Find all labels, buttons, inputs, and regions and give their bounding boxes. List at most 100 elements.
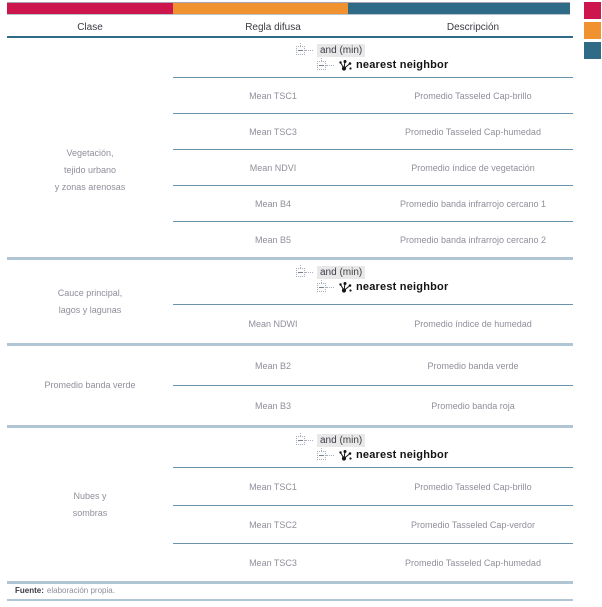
cell-regla-difusa: Mean TSC1	[249, 481, 297, 492]
table-row: Mean TSC3 Promedio Tasseled Cap-humedad	[173, 544, 573, 581]
nearest-neighbor-icon	[339, 449, 352, 461]
class-group: Nubes y sombras and (min)	[7, 428, 573, 584]
legend-swatch-teal	[584, 42, 601, 59]
cell-descripcion: Promedio Tasseled Cap-brillo	[414, 90, 532, 101]
group-rules-column: and (min) nearest neighb	[173, 428, 573, 581]
rule-tree-widget: and (min) nearest neighb	[173, 38, 573, 78]
class-label-line: Nubes y	[73, 490, 107, 501]
nearest-neighbor-icon	[339, 281, 352, 293]
tree-connector-dots	[326, 64, 334, 66]
legend-swatch-crimson	[584, 2, 601, 19]
tree-collapse-icon	[317, 447, 326, 460]
rule-tree-widget: and (min) nearest neighb	[173, 260, 573, 305]
tree-collapse-icon	[296, 42, 305, 55]
color-legend	[584, 2, 601, 62]
class-label-line: tejido urbano	[63, 164, 117, 175]
class-group: Promedio banda verde Mean B2 Promedio ba…	[7, 346, 573, 428]
header-clase: Clase	[77, 22, 103, 33]
tree-node-nearest-neighbor: nearest neighbor	[317, 279, 573, 295]
class-label-line: y zonas arenosas	[54, 181, 126, 192]
class-label-line: Promedio banda verde	[44, 380, 136, 390]
class-name-cell: Nubes y sombras	[7, 428, 173, 581]
tree-node-and-min-label: and (min)	[317, 265, 366, 279]
cell-descripcion: Promedio banda verde	[427, 360, 519, 371]
bar-segment-crimson	[7, 3, 173, 14]
legend-swatch-orange	[584, 22, 601, 39]
source-note: Fuente: elaboración propia.	[7, 578, 573, 601]
tree-node-and-min-label: and (min)	[317, 43, 366, 57]
cell-descripcion: Promedio Tasseled Cap-humedad	[405, 557, 541, 568]
tree-collapse-icon	[317, 57, 326, 70]
tree-connector-dots	[305, 271, 313, 273]
class-name-cell: Promedio banda verde	[7, 346, 173, 425]
group-rules-column: Mean B2 Promedio banda verde Mean B3 Pro…	[173, 346, 573, 425]
cell-regla-difusa: Mean B3	[254, 400, 292, 411]
tree-collapse-icon	[317, 279, 326, 292]
tree-connector-dots	[326, 454, 334, 456]
class-label-line: Vegetación,	[66, 147, 114, 158]
cell-regla-difusa: Mean TSC3	[249, 126, 297, 137]
tree-connector-dots	[326, 286, 334, 288]
table-row: Mean B4 Promedio banda infrarrojo cercan…	[173, 186, 573, 222]
cell-descripcion: Promedio índice de humedad	[414, 319, 532, 329]
cell-descripcion: Promedio banda roja	[431, 400, 515, 411]
header-descripcion: Descripción	[446, 22, 500, 33]
class-name-cell: Cauce principal, lagos y lagunas	[7, 260, 173, 343]
classification-table: Clase Regla difusa Descripción Vegetació…	[7, 20, 573, 584]
cell-descripcion: Promedio Tasseled Cap-brillo	[414, 481, 532, 492]
table-header-row: Clase Regla difusa Descripción	[7, 20, 573, 38]
tree-node-and-min: and (min)	[296, 264, 573, 279]
group-rules-column: and (min) nearest neighb	[173, 260, 573, 343]
cell-descripcion: Promedio Tasseled Cap-verdor	[411, 519, 535, 530]
cell-regla-difusa: Mean B5	[254, 234, 292, 245]
table-row: Mean TSC1 Promedio Tasseled Cap-brillo	[173, 78, 573, 114]
table-body: Vegetación, tejido urbano y zonas arenosas…	[7, 38, 573, 584]
class-label-line: sombras	[72, 507, 108, 518]
bar-segment-teal	[348, 3, 570, 14]
tree-collapse-icon	[296, 432, 305, 445]
tree-connector-dots	[305, 439, 313, 441]
class-group: Vegetación, tejido urbano y zonas arenosas…	[7, 38, 573, 260]
cell-regla-difusa: Mean TSC3	[249, 557, 297, 568]
rule-tree-widget: and (min) nearest neighb	[173, 428, 573, 468]
header-regla-difusa: Regla difusa	[245, 22, 301, 33]
tree-node-nearest-neighbor-label: nearest neighbor	[356, 59, 449, 71]
table-row: Mean B2 Promedio banda verde	[173, 346, 573, 386]
tree-node-nearest-neighbor-label: nearest neighbor	[356, 449, 449, 461]
tree-connector-dots	[305, 49, 313, 51]
tree-node-and-min: and (min)	[296, 42, 573, 57]
source-text: elaboración propia.	[46, 586, 115, 595]
rule-rows: Mean TSC1 Promedio Tasseled Cap-brillo M…	[173, 468, 573, 581]
cell-regla-difusa: Mean NDWI	[248, 319, 298, 329]
tree-node-nearest-neighbor-label: nearest neighbor	[356, 281, 449, 293]
top-color-bar	[7, 2, 570, 15]
tree-node-nearest-neighbor: nearest neighbor	[317, 447, 573, 463]
tree-node-and-min: and (min)	[296, 432, 573, 447]
class-group: Cauce principal, lagos y lagunas and (min…	[7, 260, 573, 346]
class-name-cell: Vegetación, tejido urbano y zonas arenosas	[7, 38, 173, 257]
cell-regla-difusa: Mean TSC1	[249, 90, 297, 101]
table-row: Mean NDWI Promedio índice de humedad	[173, 305, 573, 343]
bar-segment-orange	[173, 3, 348, 14]
table-row: Mean NDVI Promedio índice de vegetación	[173, 150, 573, 186]
cell-descripcion: Promedio banda infrarrojo cercano 2	[399, 234, 547, 245]
table-row: Mean TSC1 Promedio Tasseled Cap-brillo	[173, 468, 573, 506]
cell-descripcion: Promedio índice de vegetación	[411, 162, 535, 173]
rule-rows: Mean TSC1 Promedio Tasseled Cap-brillo M…	[173, 78, 573, 257]
rule-rows: Mean NDWI Promedio índice de humedad	[173, 305, 573, 343]
cell-descripcion: Promedio banda infrarrojo cercano 1	[399, 198, 547, 209]
nearest-neighbor-icon	[339, 59, 352, 71]
table-row: Mean B3 Promedio banda roja	[173, 386, 573, 425]
tree-node-and-min-label: and (min)	[317, 433, 366, 447]
rule-rows: Mean B2 Promedio banda verde Mean B3 Pro…	[173, 346, 573, 425]
tree-collapse-icon	[296, 264, 305, 277]
cell-regla-difusa: Mean NDVI	[249, 162, 297, 173]
table-row: Mean B5 Promedio banda infrarrojo cercan…	[173, 222, 573, 257]
cell-regla-difusa: Mean B4	[254, 198, 292, 209]
class-label-line: Cauce principal,	[57, 287, 123, 298]
source-label: Fuente:	[15, 586, 44, 595]
cell-regla-difusa: Mean B2	[254, 360, 292, 371]
cell-regla-difusa: Mean TSC2	[249, 519, 297, 530]
table-row: Mean TSC3 Promedio Tasseled Cap-humedad	[173, 114, 573, 150]
